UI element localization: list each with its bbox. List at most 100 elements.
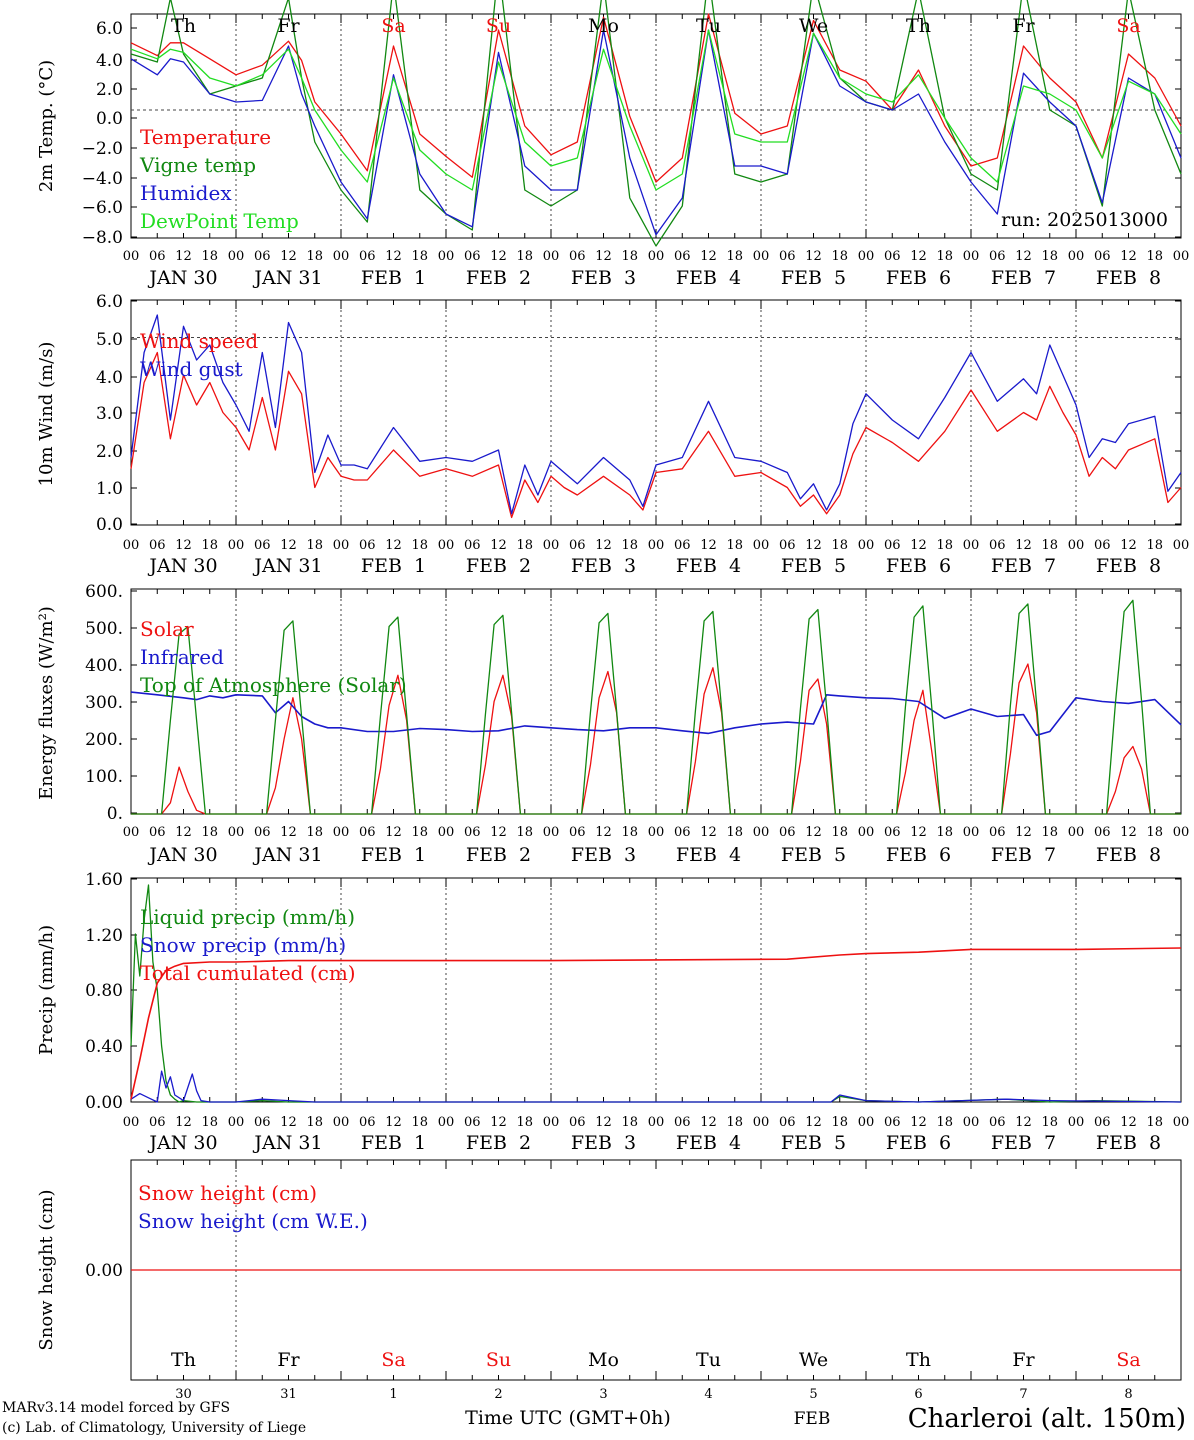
time-axis-label: Time UTC (GMT+0h) [465, 1407, 671, 1429]
y-axis-label: 10m Wind (m/s) [36, 342, 57, 487]
hour-tick-label: 06 [254, 1115, 271, 1130]
hour-tick-label: 06 [464, 249, 481, 264]
hour-tick-label: 18 [411, 538, 428, 553]
hour-tick-label: 18 [516, 538, 533, 553]
hour-tick-label: 00 [1173, 1115, 1190, 1130]
day-number-label: 4 [704, 1387, 712, 1402]
date-label: FEB 2 [466, 844, 531, 866]
legend-entry: Top of Atmosphere (Solar) [140, 673, 407, 697]
y-axis-label: Energy fluxes (W/m²) [36, 606, 57, 800]
y-tick-label: 100. [85, 767, 123, 787]
hour-tick-label: 00 [1068, 825, 1085, 840]
weekday-label-top: Th [906, 15, 931, 37]
hour-tick-label: 12 [1015, 1115, 1032, 1130]
hour-tick-label: 12 [1015, 249, 1032, 264]
hour-tick-label: 12 [700, 1115, 717, 1130]
y-tick-label: 500. [85, 619, 123, 639]
hour-tick-label: 06 [359, 1115, 376, 1130]
hour-tick-label: 12 [1120, 249, 1137, 264]
y-tick-label: 4.0 [96, 368, 123, 388]
hour-tick-label: 06 [884, 538, 901, 553]
hour-tick-label: 06 [989, 249, 1006, 264]
weekday-label-top: Fr [1012, 15, 1035, 37]
series-line-red [130, 13, 1182, 183]
hour-tick-label: 18 [1146, 538, 1163, 553]
hour-tick-label: 18 [831, 825, 848, 840]
series-line-blue [130, 314, 1182, 515]
day-number-label: 2 [494, 1387, 502, 1402]
hour-tick-label: 12 [490, 825, 507, 840]
weekday-label-bottom: Th [171, 1349, 196, 1371]
hour-tick-label: 12 [700, 538, 717, 553]
hour-tick-label: 18 [726, 538, 743, 553]
y-tick-label: 300. [85, 693, 123, 713]
day-number-label: 5 [809, 1387, 817, 1402]
hour-tick-label: 12 [595, 1115, 612, 1130]
hour-tick-label: 18 [726, 825, 743, 840]
hour-tick-label: 06 [779, 538, 796, 553]
date-label: FEB 6 [886, 555, 951, 577]
hour-tick-label: 12 [385, 825, 402, 840]
hour-tick-label: 18 [1146, 1115, 1163, 1130]
weekday-label-bottom: Sa [1116, 1349, 1140, 1371]
hour-tick-label: 06 [884, 1115, 901, 1130]
hour-tick-label: 18 [936, 1115, 953, 1130]
hour-tick-label: 00 [543, 1115, 560, 1130]
hour-tick-label: 06 [149, 825, 166, 840]
hour-tick-label: 00 [123, 1115, 140, 1130]
legend-entry: Temperature [140, 125, 271, 149]
hour-tick-label: 06 [779, 249, 796, 264]
hour-tick-label: 18 [621, 249, 638, 264]
hour-tick-label: 00 [648, 538, 665, 553]
hour-tick-label: 00 [333, 1115, 350, 1130]
weekday-label-top: Th [171, 15, 196, 37]
legend-entry: Liquid precip (mm/h) [140, 905, 355, 929]
date-label: FEB 6 [886, 844, 951, 866]
date-label: FEB 8 [1096, 1132, 1161, 1154]
hour-tick-label: 18 [621, 1115, 638, 1130]
y-tick-label: −8.0 [82, 228, 123, 248]
day-number-label: 3 [599, 1387, 607, 1402]
date-label: FEB 4 [676, 844, 741, 866]
y-tick-label: 4.0 [96, 51, 123, 71]
hour-tick-label: 00 [123, 249, 140, 264]
y-tick-label: 400. [85, 656, 123, 676]
day-number-label: 30 [175, 1387, 192, 1402]
hour-tick-label: 12 [1015, 825, 1032, 840]
date-label: FEB 4 [676, 1132, 741, 1154]
hour-tick-label: 12 [280, 825, 297, 840]
date-label: FEB 7 [991, 844, 1056, 866]
date-label: FEB 4 [676, 267, 741, 289]
hour-tick-label: 00 [123, 538, 140, 553]
hour-tick-label: 12 [595, 825, 612, 840]
panel-2: 6.0 5.0 4.0 3.0 2.0 1.0 0.0 10m Wind (m/s) 00 06 1… [36, 292, 1189, 577]
hour-tick-label: 18 [726, 249, 743, 264]
hour-tick-label: 18 [831, 1115, 848, 1130]
hour-tick-label: 18 [726, 1115, 743, 1130]
date-label: FEB 7 [991, 1132, 1056, 1154]
hour-tick-label: 12 [595, 249, 612, 264]
hour-tick-label: 00 [858, 1115, 875, 1130]
hour-tick-label: 12 [700, 249, 717, 264]
hour-tick-label: 06 [884, 825, 901, 840]
date-label: JAN 31 [252, 555, 322, 577]
y-axis-label: 2m Temp. (°C) [36, 60, 57, 192]
date-label: JAN 30 [147, 844, 217, 866]
y-axis-label: Precip (mm/h) [36, 925, 57, 1055]
hour-tick-label: 00 [648, 1115, 665, 1130]
hour-tick-label: 06 [989, 1115, 1006, 1130]
hour-tick-label: 12 [700, 825, 717, 840]
legend-entry: Total cumulated (cm) [140, 961, 356, 985]
hour-tick-label: 06 [674, 1115, 691, 1130]
hour-tick-label: 12 [910, 538, 927, 553]
date-label: FEB 5 [781, 1132, 846, 1154]
weekday-label-top: We [799, 15, 828, 37]
hour-tick-label: 00 [438, 825, 455, 840]
hour-tick-label: 00 [228, 538, 245, 553]
hour-tick-label: 00 [648, 825, 665, 840]
hour-tick-label: 00 [963, 249, 980, 264]
run-label: run: 2025013000 [1001, 209, 1168, 231]
hour-tick-label: 06 [989, 538, 1006, 553]
y-tick-label: 6.0 [96, 292, 123, 312]
